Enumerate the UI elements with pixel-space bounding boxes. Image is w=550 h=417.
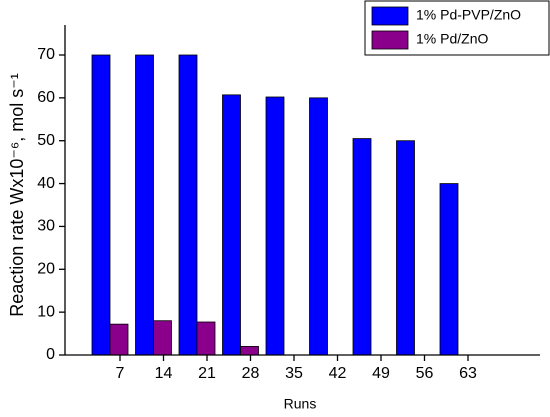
- x-tick-label: 14: [155, 365, 173, 382]
- bar: [222, 94, 241, 356]
- y-tick-label: 50: [37, 132, 55, 149]
- y-tick-label: 0: [46, 346, 55, 363]
- y-tick-label: 70: [37, 46, 55, 63]
- x-tick-label: 7: [116, 365, 125, 382]
- x-tick-label: 42: [329, 365, 347, 382]
- x-tick-label: 49: [372, 365, 390, 382]
- bar: [240, 346, 259, 356]
- bar: [178, 54, 198, 356]
- y-axis-label: Reaction rate Wx10⁻⁶, mol s⁻¹: [7, 73, 27, 316]
- legend-label: 1% Pd/ZnO: [416, 31, 488, 47]
- x-axis-label: Runs: [284, 396, 317, 412]
- bar: [265, 96, 285, 356]
- y-tick-label: 40: [37, 175, 55, 192]
- x-tick-label: 21: [198, 365, 216, 382]
- legend-swatch: [371, 30, 409, 50]
- bar: [352, 138, 372, 356]
- x-tick-label: 35: [285, 365, 303, 382]
- y-tick-label: 10: [37, 303, 55, 320]
- bar: [153, 320, 172, 356]
- legend-label: 1% Pd-PVP/ZnO: [416, 7, 521, 23]
- legend-swatch: [371, 6, 409, 26]
- bar: [196, 321, 216, 356]
- bar: [309, 97, 328, 356]
- y-tick-label: 20: [37, 261, 55, 278]
- y-tick-label: 30: [37, 218, 55, 235]
- bar: [396, 140, 415, 356]
- x-tick-label: 63: [459, 365, 477, 382]
- bar: [109, 323, 129, 356]
- x-tick-label: 28: [242, 365, 260, 382]
- x-tick-label: 56: [416, 365, 434, 382]
- y-tick-label: 60: [37, 89, 55, 106]
- bar: [135, 54, 154, 356]
- bar: [91, 54, 111, 356]
- bar: [439, 183, 459, 356]
